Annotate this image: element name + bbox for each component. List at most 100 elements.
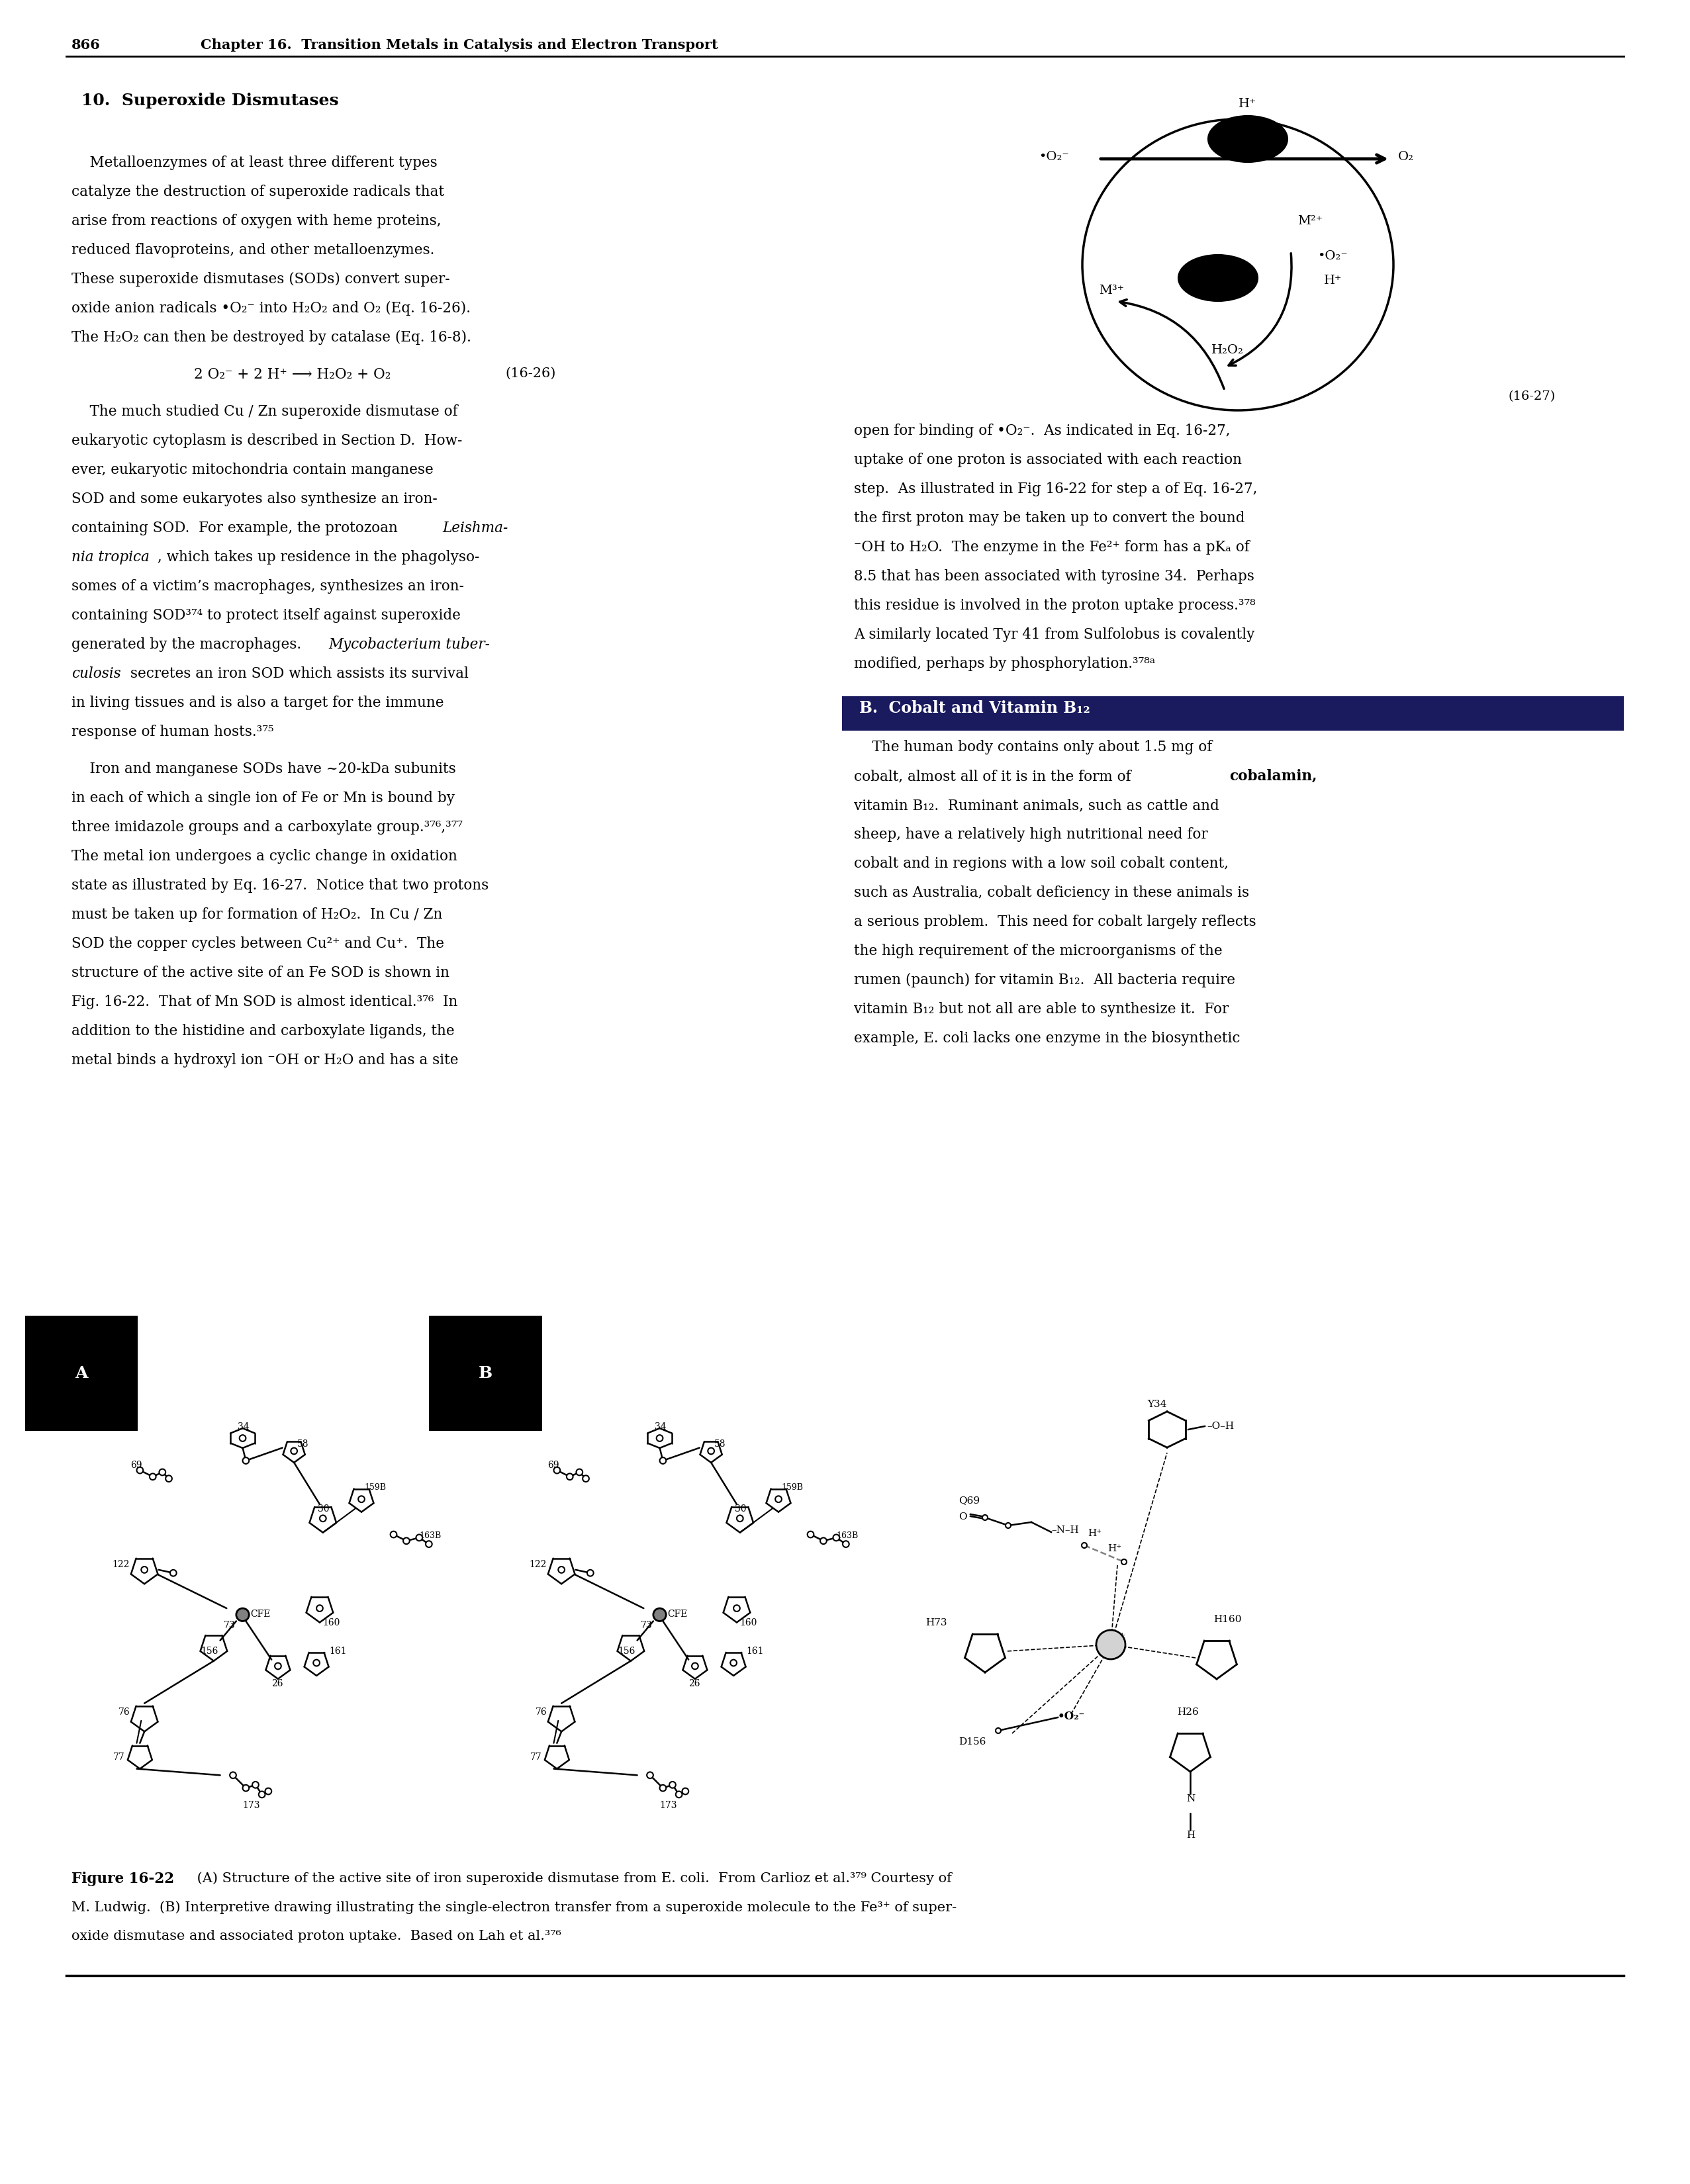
Text: The human body contains only about 1.5 mg of: The human body contains only about 1.5 m… — [853, 740, 1212, 753]
Text: a serious problem.  This need for cobalt largely reflects: a serious problem. This need for cobalt … — [853, 915, 1256, 928]
Circle shape — [1082, 1542, 1087, 1548]
Text: 10.  Superoxide Dismutases: 10. Superoxide Dismutases — [81, 92, 338, 109]
Circle shape — [149, 1474, 155, 1481]
Text: (16-27): (16-27) — [1509, 391, 1555, 402]
Text: M: M — [1105, 1640, 1117, 1651]
Text: eukaryotic cytoplasm is described in Section D.  How-: eukaryotic cytoplasm is described in Sec… — [71, 432, 463, 448]
Text: H⁺: H⁺ — [1323, 275, 1342, 286]
Text: 2 O₂⁻ + 2 H⁺ ⟶ H₂O₂ + O₂: 2 O₂⁻ + 2 H⁺ ⟶ H₂O₂ + O₂ — [194, 367, 390, 382]
Circle shape — [291, 1448, 297, 1455]
Text: ever, eukaryotic mitochondria contain manganese: ever, eukaryotic mitochondria contain ma… — [71, 463, 433, 476]
Text: in living tissues and is also a target for the immune: in living tissues and is also a target f… — [71, 695, 444, 710]
Text: 34: 34 — [238, 1422, 248, 1431]
Text: 161: 161 — [330, 1647, 346, 1655]
Text: 73: 73 — [223, 1621, 235, 1631]
Text: 163B: 163B — [419, 1531, 441, 1540]
Text: D156: D156 — [958, 1736, 985, 1747]
Circle shape — [586, 1570, 593, 1577]
Text: H⁺: H⁺ — [1239, 98, 1257, 109]
Text: culosis: culosis — [71, 666, 122, 681]
Text: 122: 122 — [529, 1559, 548, 1570]
Text: ⁻OH to H₂O.  The enzyme in the Fe²⁺ form has a pKₐ of: ⁻OH to H₂O. The enzyme in the Fe²⁺ form … — [853, 539, 1249, 555]
Circle shape — [426, 1542, 433, 1546]
Text: –O–H: –O–H — [1207, 1422, 1234, 1431]
Circle shape — [708, 1448, 715, 1455]
Text: three imidazole groups and a carboxylate group.³⁷⁶,³⁷⁷: three imidazole groups and a carboxylate… — [71, 819, 463, 834]
Circle shape — [683, 1789, 688, 1795]
Circle shape — [583, 1476, 590, 1481]
Circle shape — [982, 1516, 987, 1520]
Text: secretes an iron SOD which assists its survival: secretes an iron SOD which assists its s… — [125, 666, 468, 681]
Text: nia tropica: nia tropica — [71, 550, 149, 563]
Text: oxide anion radicals •O₂⁻ into H₂O₂ and O₂ (Eq. 16-26).: oxide anion radicals •O₂⁻ into H₂O₂ and … — [71, 301, 470, 317]
Text: this residue is involved in the proton uptake process.³⁷⁸: this residue is involved in the proton u… — [853, 598, 1256, 614]
Circle shape — [808, 1531, 815, 1538]
Text: H160: H160 — [1213, 1614, 1242, 1625]
Text: uptake of one proton is associated with each reaction: uptake of one proton is associated with … — [853, 452, 1242, 467]
Text: 160: 160 — [323, 1618, 340, 1627]
Circle shape — [737, 1516, 744, 1522]
Text: , which takes up residence in the phagolyso-: , which takes up residence in the phagol… — [157, 550, 480, 563]
Text: metal binds a hydroxyl ion ⁻OH or H₂O and has a site: metal binds a hydroxyl ion ⁻OH or H₂O an… — [71, 1053, 458, 1068]
Circle shape — [659, 1457, 666, 1463]
Text: 173: 173 — [243, 1802, 260, 1811]
Text: These superoxide dismutases (SODs) convert super-: These superoxide dismutases (SODs) conve… — [71, 273, 450, 286]
Text: Leishma-: Leishma- — [443, 520, 509, 535]
Text: SOD and some eukaryotes also synthesize an iron-: SOD and some eukaryotes also synthesize … — [71, 491, 438, 507]
Circle shape — [171, 1570, 176, 1577]
Ellipse shape — [1178, 256, 1257, 301]
Text: B: B — [478, 1365, 492, 1380]
Text: 73: 73 — [641, 1621, 652, 1631]
Text: 34: 34 — [654, 1422, 666, 1431]
Text: generated by the macrophages.: generated by the macrophages. — [71, 638, 311, 651]
Text: oxide dismutase and associated proton uptake.  Based on Lah et al.³⁷⁶: oxide dismutase and associated proton up… — [71, 1931, 561, 1942]
Text: 58: 58 — [297, 1439, 309, 1448]
Text: addition to the histidine and carboxylate ligands, the: addition to the histidine and carboxylat… — [71, 1024, 455, 1037]
Text: cobalamin,: cobalamin, — [1229, 769, 1317, 784]
Circle shape — [416, 1535, 422, 1542]
Circle shape — [230, 1771, 237, 1778]
Text: 122: 122 — [112, 1559, 130, 1570]
Text: Mycobacterium tuber-: Mycobacterium tuber- — [328, 638, 490, 651]
Text: cobalt, almost all of it is in the form of: cobalt, almost all of it is in the form … — [853, 769, 1136, 784]
Circle shape — [1097, 1629, 1126, 1660]
Text: N: N — [1186, 1795, 1195, 1804]
Text: (16-26): (16-26) — [505, 367, 556, 380]
Circle shape — [404, 1538, 409, 1544]
Text: +: + — [1119, 1631, 1126, 1640]
Circle shape — [576, 1470, 583, 1476]
Text: 77: 77 — [531, 1754, 542, 1762]
Text: structure of the active site of an Fe SOD is shown in: structure of the active site of an Fe SO… — [71, 965, 450, 981]
Text: b: b — [1213, 273, 1222, 286]
Text: Metalloenzymes of at least three different types: Metalloenzymes of at least three differe… — [71, 155, 438, 170]
Text: 159B: 159B — [365, 1483, 387, 1492]
Circle shape — [265, 1789, 272, 1795]
Text: (A) Structure of the active site of iron superoxide dismutase from E. coli.  Fro: (A) Structure of the active site of iron… — [193, 1872, 951, 1885]
Text: 69: 69 — [130, 1461, 142, 1470]
Circle shape — [313, 1660, 319, 1666]
Text: CFE: CFE — [250, 1610, 270, 1618]
Circle shape — [843, 1542, 848, 1546]
Text: such as Australia, cobalt deficiency in these animals is: such as Australia, cobalt deficiency in … — [853, 885, 1249, 900]
Circle shape — [243, 1457, 248, 1463]
Text: containing SOD.  For example, the protozoan: containing SOD. For example, the protozo… — [71, 520, 402, 535]
Text: 160: 160 — [740, 1618, 757, 1627]
Text: 26: 26 — [688, 1679, 700, 1688]
Text: Y34: Y34 — [1148, 1400, 1166, 1409]
Text: CFE: CFE — [668, 1610, 688, 1618]
Circle shape — [654, 1607, 666, 1621]
Text: 58: 58 — [715, 1439, 725, 1448]
Text: 30: 30 — [318, 1505, 330, 1514]
Circle shape — [1122, 1559, 1127, 1564]
Circle shape — [142, 1566, 147, 1572]
FancyBboxPatch shape — [71, 1361, 1624, 1845]
Text: 26: 26 — [272, 1679, 284, 1688]
Text: 156: 156 — [619, 1647, 635, 1655]
Circle shape — [656, 1435, 662, 1441]
Text: rumen (paunch) for vitamin B₁₂.  All bacteria require: rumen (paunch) for vitamin B₁₂. All bact… — [853, 972, 1235, 987]
Text: 163B: 163B — [837, 1531, 859, 1540]
Circle shape — [730, 1660, 737, 1666]
Circle shape — [1006, 1522, 1011, 1529]
Text: open for binding of •O₂⁻.  As indicated in Eq. 16-27,: open for binding of •O₂⁻. As indicated i… — [853, 424, 1230, 439]
Text: containing SOD³⁷⁴ to protect itself against superoxide: containing SOD³⁷⁴ to protect itself agai… — [71, 607, 461, 622]
